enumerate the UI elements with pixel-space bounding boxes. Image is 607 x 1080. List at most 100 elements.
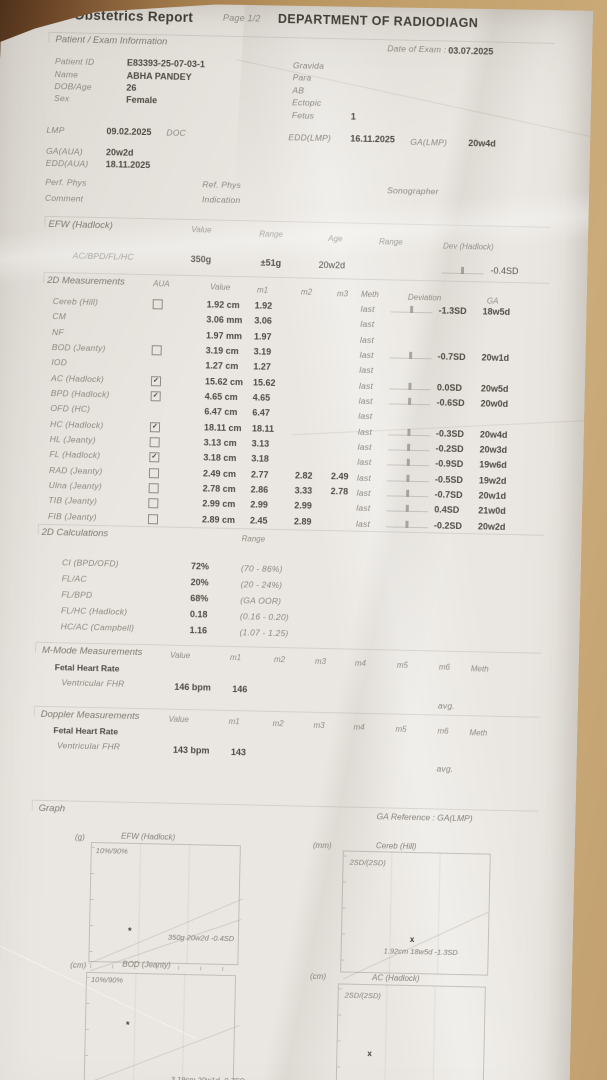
deviation-value: -0.3SD [435, 428, 465, 440]
calc-value: 20% [190, 577, 209, 588]
ga-lmp-value: 20w4d [468, 138, 496, 149]
mmode-section-title: M-Mode Measurements [41, 644, 143, 659]
deviation-value: -0.5SD [434, 474, 464, 486]
col-m1: m1 [256, 285, 269, 295]
ga-value: 19w6d [479, 459, 507, 470]
checkbox-icon: ✓ [150, 422, 160, 432]
chart-bounds-label: 10%/90% [95, 846, 128, 856]
patient-id-value: E83393-25-07-03-1 [126, 57, 206, 70]
doppler-col: m6 [437, 726, 449, 736]
m1-value: 2.99 [250, 499, 268, 510]
patient-sex-value: Female [126, 94, 158, 106]
perf-phys-label: Perf. Phys [45, 176, 87, 188]
measurement-label: TIB (Jeanty) [48, 494, 98, 507]
edd-lmp-value: 16.11.2025 [350, 133, 396, 145]
ga-value: 20w5d [480, 383, 509, 394]
deviation-track [389, 397, 431, 405]
ga-value: 20w1d [478, 490, 507, 501]
measurement-label: FIB (Jeanty) [47, 510, 97, 523]
deviation-track [387, 458, 429, 466]
ga-value: 20w1d [481, 352, 510, 363]
percentile-curve [343, 912, 489, 980]
field-label: Gravida [292, 60, 325, 71]
m1-value: 2.77 [250, 469, 269, 480]
m1-value: 1.27 [253, 361, 271, 372]
deviation-track [391, 305, 433, 313]
chart-box: 2SD/(2SD) x 1.92cm 18w5d -1.3SD [340, 850, 491, 975]
data-point-annotation: 350g 20w2d -0.4SD [167, 932, 235, 944]
chart-bounds-label: 2SD/(2SD) [344, 990, 382, 1001]
m3-value: 2.49 [330, 471, 349, 482]
deviation-track [388, 443, 430, 451]
meth-value: last [357, 441, 372, 453]
meth-value: last [356, 472, 372, 484]
doppler-col: Meth [469, 728, 488, 738]
deviation-track [441, 267, 483, 275]
meth-value: last [356, 502, 371, 514]
calc-value: 68% [190, 593, 209, 604]
mmode-group-label: Fetal Heart Rate [54, 662, 120, 674]
measurement-label: BPD (Hadlock) [50, 388, 110, 400]
edd-aua-label: EDD(AUA) [45, 157, 89, 169]
deviation-track [386, 504, 428, 512]
col-m2: m2 [300, 287, 313, 297]
meth-value: last [360, 303, 375, 315]
calc-value: 72% [190, 561, 210, 572]
deviation-value: -1.3SD [438, 305, 467, 317]
measurement-value: 3.13 cm [203, 437, 237, 449]
col-meth: Meth [360, 289, 379, 300]
ga-value: 20w0d [480, 398, 509, 409]
efw-section-title: EFW (Hadlock) [48, 218, 113, 232]
calc-value: 0.18 [189, 609, 208, 620]
ga-value: 19w2d [478, 475, 507, 486]
meth-value: last [358, 380, 374, 392]
measurement-value: 3.18 cm [203, 452, 237, 464]
m1-value: 4.65 [252, 392, 271, 403]
checkbox-icon [148, 498, 158, 508]
calc-range: (1.07 - 1.25) [239, 627, 289, 639]
ga-value: 20w4d [479, 429, 508, 440]
field-label: Para [292, 72, 312, 83]
deviation-value: -0.6SD [436, 397, 465, 409]
deviation-track [386, 520, 428, 528]
report-paper: Obstetrics Report Page 1/2 DEPARTMENT OF… [0, 0, 593, 1080]
m1-value: 15.62 [252, 377, 276, 388]
mmode-row-label: Ventricular FHR [61, 677, 125, 689]
y-axis-ticks [85, 977, 90, 1080]
measurement-label: AC (Hadlock) [50, 373, 105, 385]
calc-label: FL/HC (Hadlock) [60, 605, 128, 617]
meth-value: last [358, 410, 373, 422]
measurement-value: 15.62 cm [204, 376, 244, 388]
chart-bounds-label: 10%/90% [90, 975, 124, 985]
fhr-m1-value: 146 [232, 684, 248, 695]
m1-value: 3.06 [254, 315, 272, 326]
patient-name-value: ABHA PANDEY [126, 70, 192, 83]
mmode-col: Meth [470, 664, 489, 674]
deviation-value: -0.2SD [435, 443, 464, 455]
field-label: DOB/Age [54, 81, 92, 92]
chart-title: BOD (Jeanty) [122, 959, 171, 970]
chart-axis-unit: (mm) [312, 840, 332, 851]
checkbox-icon [150, 437, 160, 447]
col-ga: GA [486, 296, 499, 306]
checkbox-icon [153, 299, 163, 309]
chart-title: Cereb (Hill) [375, 841, 417, 852]
field-label: Sex [54, 93, 70, 104]
ga-reference-label: GA Reference : GA(LMP) [376, 811, 473, 824]
doppler-col: m1 [228, 716, 240, 727]
doppler-col: m5 [395, 724, 407, 734]
m2-value: 2.89 [293, 516, 312, 527]
doppler-fhr-value: 143 bpm [172, 744, 210, 756]
meth-value: last [358, 395, 373, 407]
deviation-track [389, 382, 431, 390]
patient-age-value: 26 [126, 82, 137, 93]
m1-value: 1.97 [253, 331, 272, 342]
m2-value: 3.33 [294, 485, 313, 496]
field-label: Patient ID [54, 56, 95, 67]
col-value: Value [209, 282, 231, 292]
percentile-curve [88, 898, 243, 964]
patient-info-section-title: Patient / Exam Information [55, 34, 168, 48]
col-deviation: Deviation [407, 292, 442, 303]
doppler-col: Value [168, 714, 189, 725]
